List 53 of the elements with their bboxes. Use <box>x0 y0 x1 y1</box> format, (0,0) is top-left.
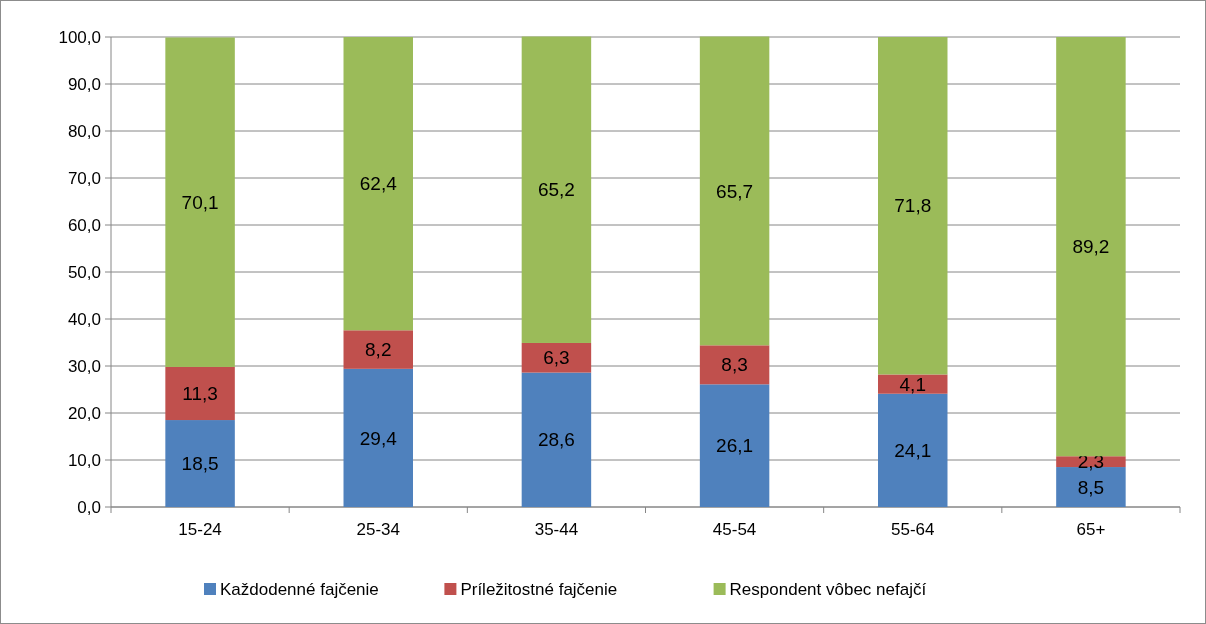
y-tick-label: 100,0 <box>58 27 101 47</box>
data-label: 70,1 <box>181 191 219 213</box>
data-label: 62,4 <box>359 173 398 195</box>
y-tick-label: 30,0 <box>67 356 101 376</box>
bar <box>699 36 770 346</box>
x-tick-label: 45-54 <box>712 520 757 539</box>
legend-label: Príležitostné fajčenie <box>460 579 618 599</box>
legend-label: Respondent vôbec nefajčí <box>729 579 927 599</box>
data-label: 65,7 <box>716 180 754 202</box>
data-label: 4,1 <box>899 373 926 395</box>
x-tick-label: 55-64 <box>891 520 935 539</box>
data-label: 8,3 <box>721 354 748 376</box>
bar <box>878 37 948 375</box>
legend-label: Každodenné fajčenie <box>220 579 379 599</box>
data-label: 28,6 <box>537 429 575 451</box>
data-label: 11,3 <box>182 383 218 405</box>
y-tick-label: 80,0 <box>67 121 101 141</box>
data-label: 89,2 <box>1072 236 1110 258</box>
data-label: 26,1 <box>716 435 754 457</box>
y-tick-label: 20,0 <box>67 403 101 423</box>
data-label: 24,1 <box>894 440 932 462</box>
bar <box>343 37 413 331</box>
data-label: 71,8 <box>894 195 932 217</box>
bar <box>165 37 235 367</box>
bar <box>343 330 413 369</box>
x-tick-label: 35-44 <box>534 520 579 539</box>
x-tick-label: 15-24 <box>178 520 222 539</box>
bar <box>521 342 592 373</box>
y-tick-label: 0,0 <box>77 497 101 517</box>
x-tick-label: 65+ <box>1076 520 1106 539</box>
bar <box>699 345 770 385</box>
y-tick-label: 40,0 <box>67 309 101 329</box>
data-label: 65,2 <box>537 179 575 201</box>
data-label: 29,4 <box>359 427 398 449</box>
data-label: 8,2 <box>365 339 392 361</box>
bar <box>699 384 770 507</box>
y-tick-label: 90,0 <box>67 74 101 94</box>
data-label: 18,5 <box>181 453 219 475</box>
bar <box>521 36 592 343</box>
bar <box>165 420 235 507</box>
y-tick-label: 70,0 <box>67 168 101 188</box>
bar <box>878 374 948 394</box>
bar <box>521 372 592 507</box>
x-tick-label: 25-34 <box>356 520 400 539</box>
bar <box>1056 37 1126 457</box>
y-tick-label: 10,0 <box>67 450 101 470</box>
bar <box>343 368 413 507</box>
data-label: 6,3 <box>543 347 570 369</box>
y-tick-label: 60,0 <box>67 215 101 235</box>
y-tick-label: 50,0 <box>67 262 101 282</box>
bar <box>878 393 948 507</box>
data-label: 8,5 <box>1077 476 1105 498</box>
bar <box>165 366 235 421</box>
